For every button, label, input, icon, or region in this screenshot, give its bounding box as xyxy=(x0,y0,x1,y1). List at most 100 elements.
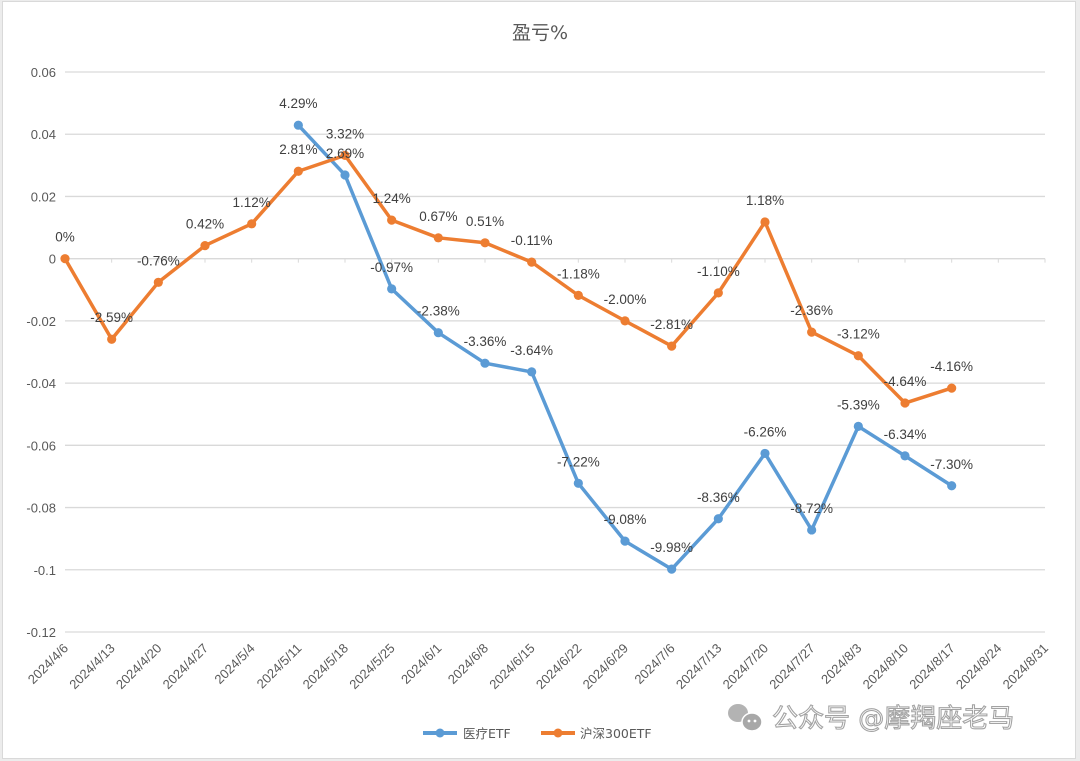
x-tick-label: 2024/4/13 xyxy=(66,641,118,693)
x-tick-label: 2024/5/18 xyxy=(300,641,352,693)
data-label-medical-etf: -5.39% xyxy=(837,397,880,412)
data-point-medical-etf[interactable] xyxy=(573,478,583,488)
x-tick-label: 2024/8/10 xyxy=(860,641,912,693)
data-point-hs300-etf[interactable] xyxy=(480,238,490,248)
x-tick-label: 2024/8/3 xyxy=(818,641,864,687)
data-label-hs300-etf: -1.18% xyxy=(557,266,600,281)
x-tick-label: 2024/5/4 xyxy=(211,641,257,687)
data-point-medical-etf[interactable] xyxy=(527,367,537,377)
data-point-hs300-etf[interactable] xyxy=(387,215,397,225)
data-point-hs300-etf[interactable] xyxy=(200,241,210,251)
data-point-hs300-etf[interactable] xyxy=(947,383,957,393)
y-tick-label: -0.12 xyxy=(26,625,56,640)
data-point-medical-etf[interactable] xyxy=(807,525,817,535)
y-tick-label: -0.02 xyxy=(26,314,56,329)
y-tick-label: 0 xyxy=(49,252,56,267)
data-point-medical-etf[interactable] xyxy=(947,481,957,491)
data-label-hs300-etf: 0% xyxy=(55,230,75,245)
data-label-hs300-etf: 0.42% xyxy=(186,217,224,232)
x-tick-label: 2024/7/20 xyxy=(720,641,772,693)
data-point-hs300-etf[interactable] xyxy=(340,150,350,160)
data-point-medical-etf[interactable] xyxy=(760,448,770,459)
x-tick-label: 2024/4/6 xyxy=(25,641,71,687)
data-label-hs300-etf: -3.12% xyxy=(837,327,880,342)
series-line-hs300-etf xyxy=(63,153,954,405)
legend-item-hs300-etf[interactable]: 沪深300ETF xyxy=(541,726,652,741)
data-label-hs300-etf: 1.12% xyxy=(233,195,271,210)
data-label-medical-etf: -7.22% xyxy=(557,454,600,469)
x-tick-label: 2024/6/15 xyxy=(486,641,538,693)
data-label-hs300-etf: -0.76% xyxy=(137,253,180,268)
y-tick-label: -0.1 xyxy=(34,563,56,578)
data-point-medical-etf[interactable] xyxy=(433,328,443,338)
y-tick-label: -0.08 xyxy=(26,501,56,516)
data-label-medical-etf: -9.98% xyxy=(650,540,693,555)
data-label-medical-etf: -9.08% xyxy=(604,512,647,527)
x-tick-label: 2024/7/27 xyxy=(766,641,818,693)
data-point-hs300-etf[interactable] xyxy=(900,398,910,408)
data-label-hs300-etf: -1.10% xyxy=(697,264,740,279)
series-medical-etf xyxy=(293,120,957,574)
data-point-medical-etf[interactable] xyxy=(293,120,303,130)
x-tick-label: 2024/7/13 xyxy=(673,641,725,693)
data-label-medical-etf: -8.72% xyxy=(790,501,833,516)
gridlines xyxy=(65,71,1045,633)
data-point-hs300-etf[interactable] xyxy=(107,334,117,344)
wechat-icon xyxy=(728,704,763,732)
data-label-hs300-etf: 1.24% xyxy=(373,191,411,206)
legend-item-medical-etf[interactable]: 医疗ETF xyxy=(423,726,511,741)
data-point-medical-etf[interactable] xyxy=(387,284,397,294)
data-point-hs300-etf[interactable] xyxy=(573,290,583,300)
data-label-medical-etf: 2.69% xyxy=(326,146,364,161)
data-point-medical-etf[interactable] xyxy=(667,564,677,574)
data-point-hs300-etf[interactable] xyxy=(760,217,770,227)
data-point-medical-etf[interactable] xyxy=(620,536,630,546)
data-point-hs300-etf[interactable] xyxy=(153,277,163,287)
y-axis: 0.06 0.04 0.02 0 -0.02 -0.04 -0.06 -0.08 -0.1 -0.… xyxy=(26,65,56,640)
data-point-hs300-etf[interactable] xyxy=(293,166,303,176)
data-point-hs300-etf[interactable] xyxy=(433,233,443,243)
y-tick-label: 0.06 xyxy=(31,65,56,80)
data-labels: 4.29% 2.69% -0.97% -2.38% -3.36%-3.64% -7.22%… xyxy=(55,96,973,555)
chart-title: 盈亏% xyxy=(512,22,568,44)
watermark: 公众号 @摩羯座老马 xyxy=(728,703,1015,735)
y-tick-label: -0.06 xyxy=(26,438,56,453)
data-point-hs300-etf[interactable] xyxy=(853,351,863,361)
data-label-hs300-etf: -0.11% xyxy=(511,233,553,248)
data-label-medical-etf: -6.34% xyxy=(884,427,927,442)
data-point-hs300-etf[interactable] xyxy=(247,219,257,229)
x-tick-label: 2024/4/27 xyxy=(160,641,212,693)
legend-label-hs300-etf: 沪深300ETF xyxy=(580,726,652,741)
y-tick-label: -0.04 xyxy=(26,376,56,391)
data-label-medical-etf: -8.36% xyxy=(697,490,740,505)
data-label-hs300-etf: 1.18% xyxy=(746,193,784,208)
data-point-hs300-etf[interactable] xyxy=(667,341,677,351)
data-label-medical-etf: -7.30% xyxy=(930,457,973,472)
watermark-text: 公众号 @摩羯座老马 xyxy=(772,704,1014,734)
legend-marker-hs300-etf xyxy=(553,728,563,738)
data-point-hs300-etf[interactable] xyxy=(807,327,817,337)
data-point-hs300-etf[interactable] xyxy=(527,257,537,267)
data-label-medical-etf: -6.26% xyxy=(744,424,787,439)
data-label-hs300-etf: -2.81% xyxy=(650,317,693,332)
x-tick-label: 2024/6/29 xyxy=(580,641,632,693)
data-label-hs300-etf: -4.64% xyxy=(884,374,927,389)
data-point-medical-etf[interactable] xyxy=(900,451,910,461)
x-tick-label: 2024/6/22 xyxy=(533,641,585,693)
data-point-hs300-etf[interactable] xyxy=(60,254,70,264)
data-point-hs300-etf[interactable] xyxy=(620,316,630,326)
legend-label-medical-etf: 医疗ETF xyxy=(463,726,511,741)
data-label-hs300-etf: 3.32% xyxy=(326,126,364,141)
data-label-medical-etf: -0.97% xyxy=(370,260,413,275)
data-label-hs300-etf: -2.00% xyxy=(604,292,647,307)
data-label-medical-etf: -3.64% xyxy=(510,343,553,358)
data-point-medical-etf[interactable] xyxy=(340,170,350,180)
data-point-medical-etf[interactable] xyxy=(480,358,490,368)
data-point-hs300-etf[interactable] xyxy=(713,288,723,298)
data-point-medical-etf[interactable] xyxy=(853,421,863,431)
data-point-medical-etf[interactable] xyxy=(713,514,723,524)
x-tick-label: 2024/6/8 xyxy=(445,641,491,687)
series-hs300-etf xyxy=(60,150,957,408)
